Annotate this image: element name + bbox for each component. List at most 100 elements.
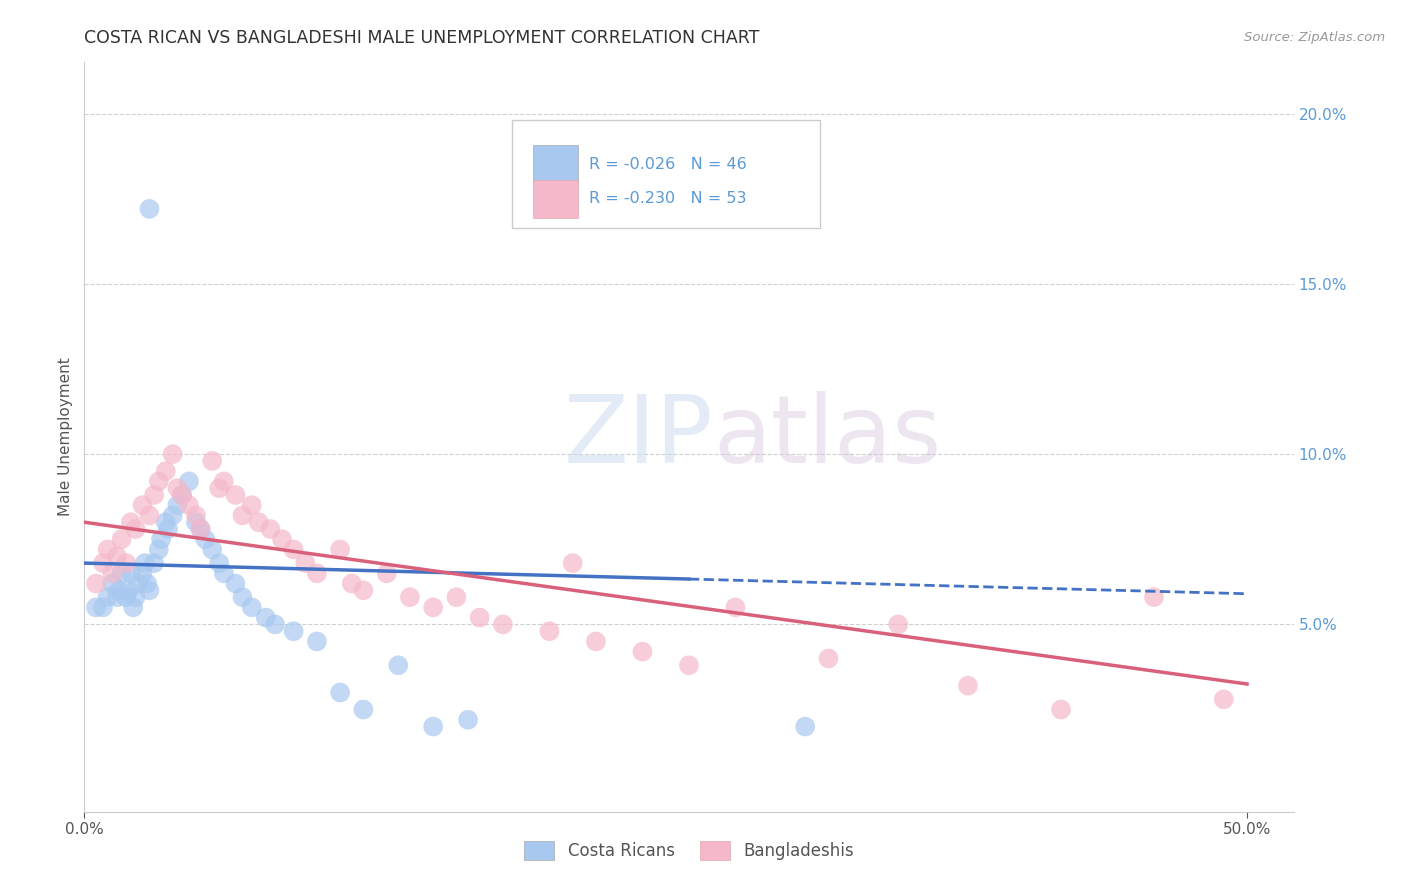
Point [138,508,160,523]
Point [538,624,561,639]
Point [231,590,253,604]
Point [177,475,200,489]
Point [225,488,247,502]
Point [208,481,231,495]
Point [120,515,142,529]
Point [271,533,294,547]
Point [305,566,328,581]
Point [240,600,263,615]
Point [340,576,363,591]
Point [177,498,200,512]
Point [170,488,193,502]
Point [105,549,128,564]
Point [283,542,305,557]
Point [117,583,139,598]
Point [91,600,114,615]
Point [225,576,247,591]
Point [585,634,607,648]
Point [724,600,747,615]
Point [375,566,398,581]
Point [143,556,166,570]
Point [131,566,153,581]
Point [136,576,159,591]
Point [240,498,263,512]
Point [155,515,177,529]
Point [110,566,132,581]
Point [678,658,700,673]
Legend: Costa Ricans, Bangladeshis: Costa Ricans, Bangladeshis [517,835,860,867]
Point [143,488,166,502]
Point [794,720,817,734]
Point [184,508,207,523]
Point [134,556,156,570]
Point [352,583,374,598]
Point [422,600,444,615]
Point [305,634,328,648]
Point [166,481,188,495]
Point [138,202,160,216]
Point [84,600,107,615]
Point [155,464,177,478]
Point [122,600,145,615]
Point [115,556,138,570]
Point [294,556,316,570]
Point [91,556,114,570]
Point [887,617,910,632]
Point [115,590,138,604]
Point [212,475,235,489]
Point [468,610,491,624]
Text: Source: ZipAtlas.com: Source: ZipAtlas.com [1244,31,1385,45]
Point [259,522,281,536]
Point [956,679,979,693]
Point [148,475,170,489]
Point [124,590,146,604]
Point [283,624,305,639]
Point [264,617,287,632]
Point [131,498,153,512]
Point [1212,692,1234,706]
Text: COSTA RICAN VS BANGLADESHI MALE UNEMPLOYMENT CORRELATION CHART: COSTA RICAN VS BANGLADESHI MALE UNEMPLOY… [84,29,759,47]
Point [127,576,149,591]
Point [166,498,188,512]
Point [190,522,212,536]
Point [201,542,224,557]
Point [254,610,277,624]
Point [208,556,231,570]
Point [105,590,128,604]
Point [97,590,120,604]
Point [101,576,124,591]
Point [162,508,184,523]
Point [194,533,217,547]
Point [352,702,374,716]
Point [561,556,583,570]
Point [492,617,515,632]
Point [1050,702,1073,716]
Point [120,566,142,581]
Point [170,488,193,502]
Point [148,542,170,557]
Point [108,583,131,598]
Point [162,447,184,461]
Point [212,566,235,581]
Point [84,576,107,591]
Point [1143,590,1166,604]
Point [97,542,120,557]
Point [184,515,207,529]
Point [817,651,839,665]
Point [422,720,444,734]
Point [138,583,160,598]
Point [201,454,224,468]
Point [387,658,409,673]
Point [457,713,479,727]
Point [631,645,654,659]
Point [329,685,352,699]
Text: ZIP: ZIP [564,391,713,483]
Y-axis label: Male Unemployment: Male Unemployment [58,358,73,516]
Point [247,515,270,529]
Point [150,533,173,547]
Point [110,533,132,547]
Point [231,508,253,523]
Text: R = -0.026   N = 46: R = -0.026 N = 46 [589,157,747,171]
Point [329,542,352,557]
Point [446,590,468,604]
